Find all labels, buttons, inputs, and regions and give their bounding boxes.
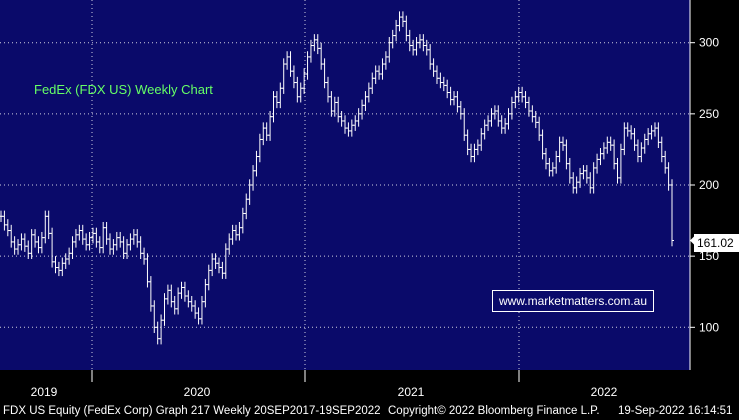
footer-timestamp: 19-Sep-2022 16:14:51 (618, 405, 733, 417)
x-tick-label: 2022 (591, 385, 618, 399)
y-tick-label: 150 (699, 249, 719, 263)
plot-background (0, 0, 739, 402)
watermark-link[interactable]: www.marketmatters.com.au (492, 290, 654, 312)
last-price-label: 161.02 (694, 234, 739, 252)
x-tick-label: 2020 (184, 385, 211, 399)
x-tick-label: 2021 (398, 385, 425, 399)
price-chart: 100 150 200 250 300 2019 2020 2021 2022 (0, 0, 739, 402)
footer-bar: FDX US Equity (FedEx Corp) Graph 217 Wee… (0, 402, 739, 420)
y-tick-label: 300 (699, 36, 719, 50)
last-price-pointer (690, 235, 695, 246)
x-tick-label: 2019 (31, 385, 58, 399)
footer-security-info: FDX US Equity (FedEx Corp) Graph 217 Wee… (3, 405, 381, 417)
y-tick-label: 200 (699, 178, 719, 192)
y-tick-label: 250 (699, 107, 719, 121)
y-axis-panel (690, 0, 739, 402)
chart-title: FedEx (FDX US) Weekly Chart (34, 82, 213, 97)
y-tick-label: 100 (699, 320, 719, 334)
footer-copyright: Copyright© 2022 Bloomberg Finance L.P. (388, 405, 600, 417)
x-axis-panel (0, 370, 739, 402)
